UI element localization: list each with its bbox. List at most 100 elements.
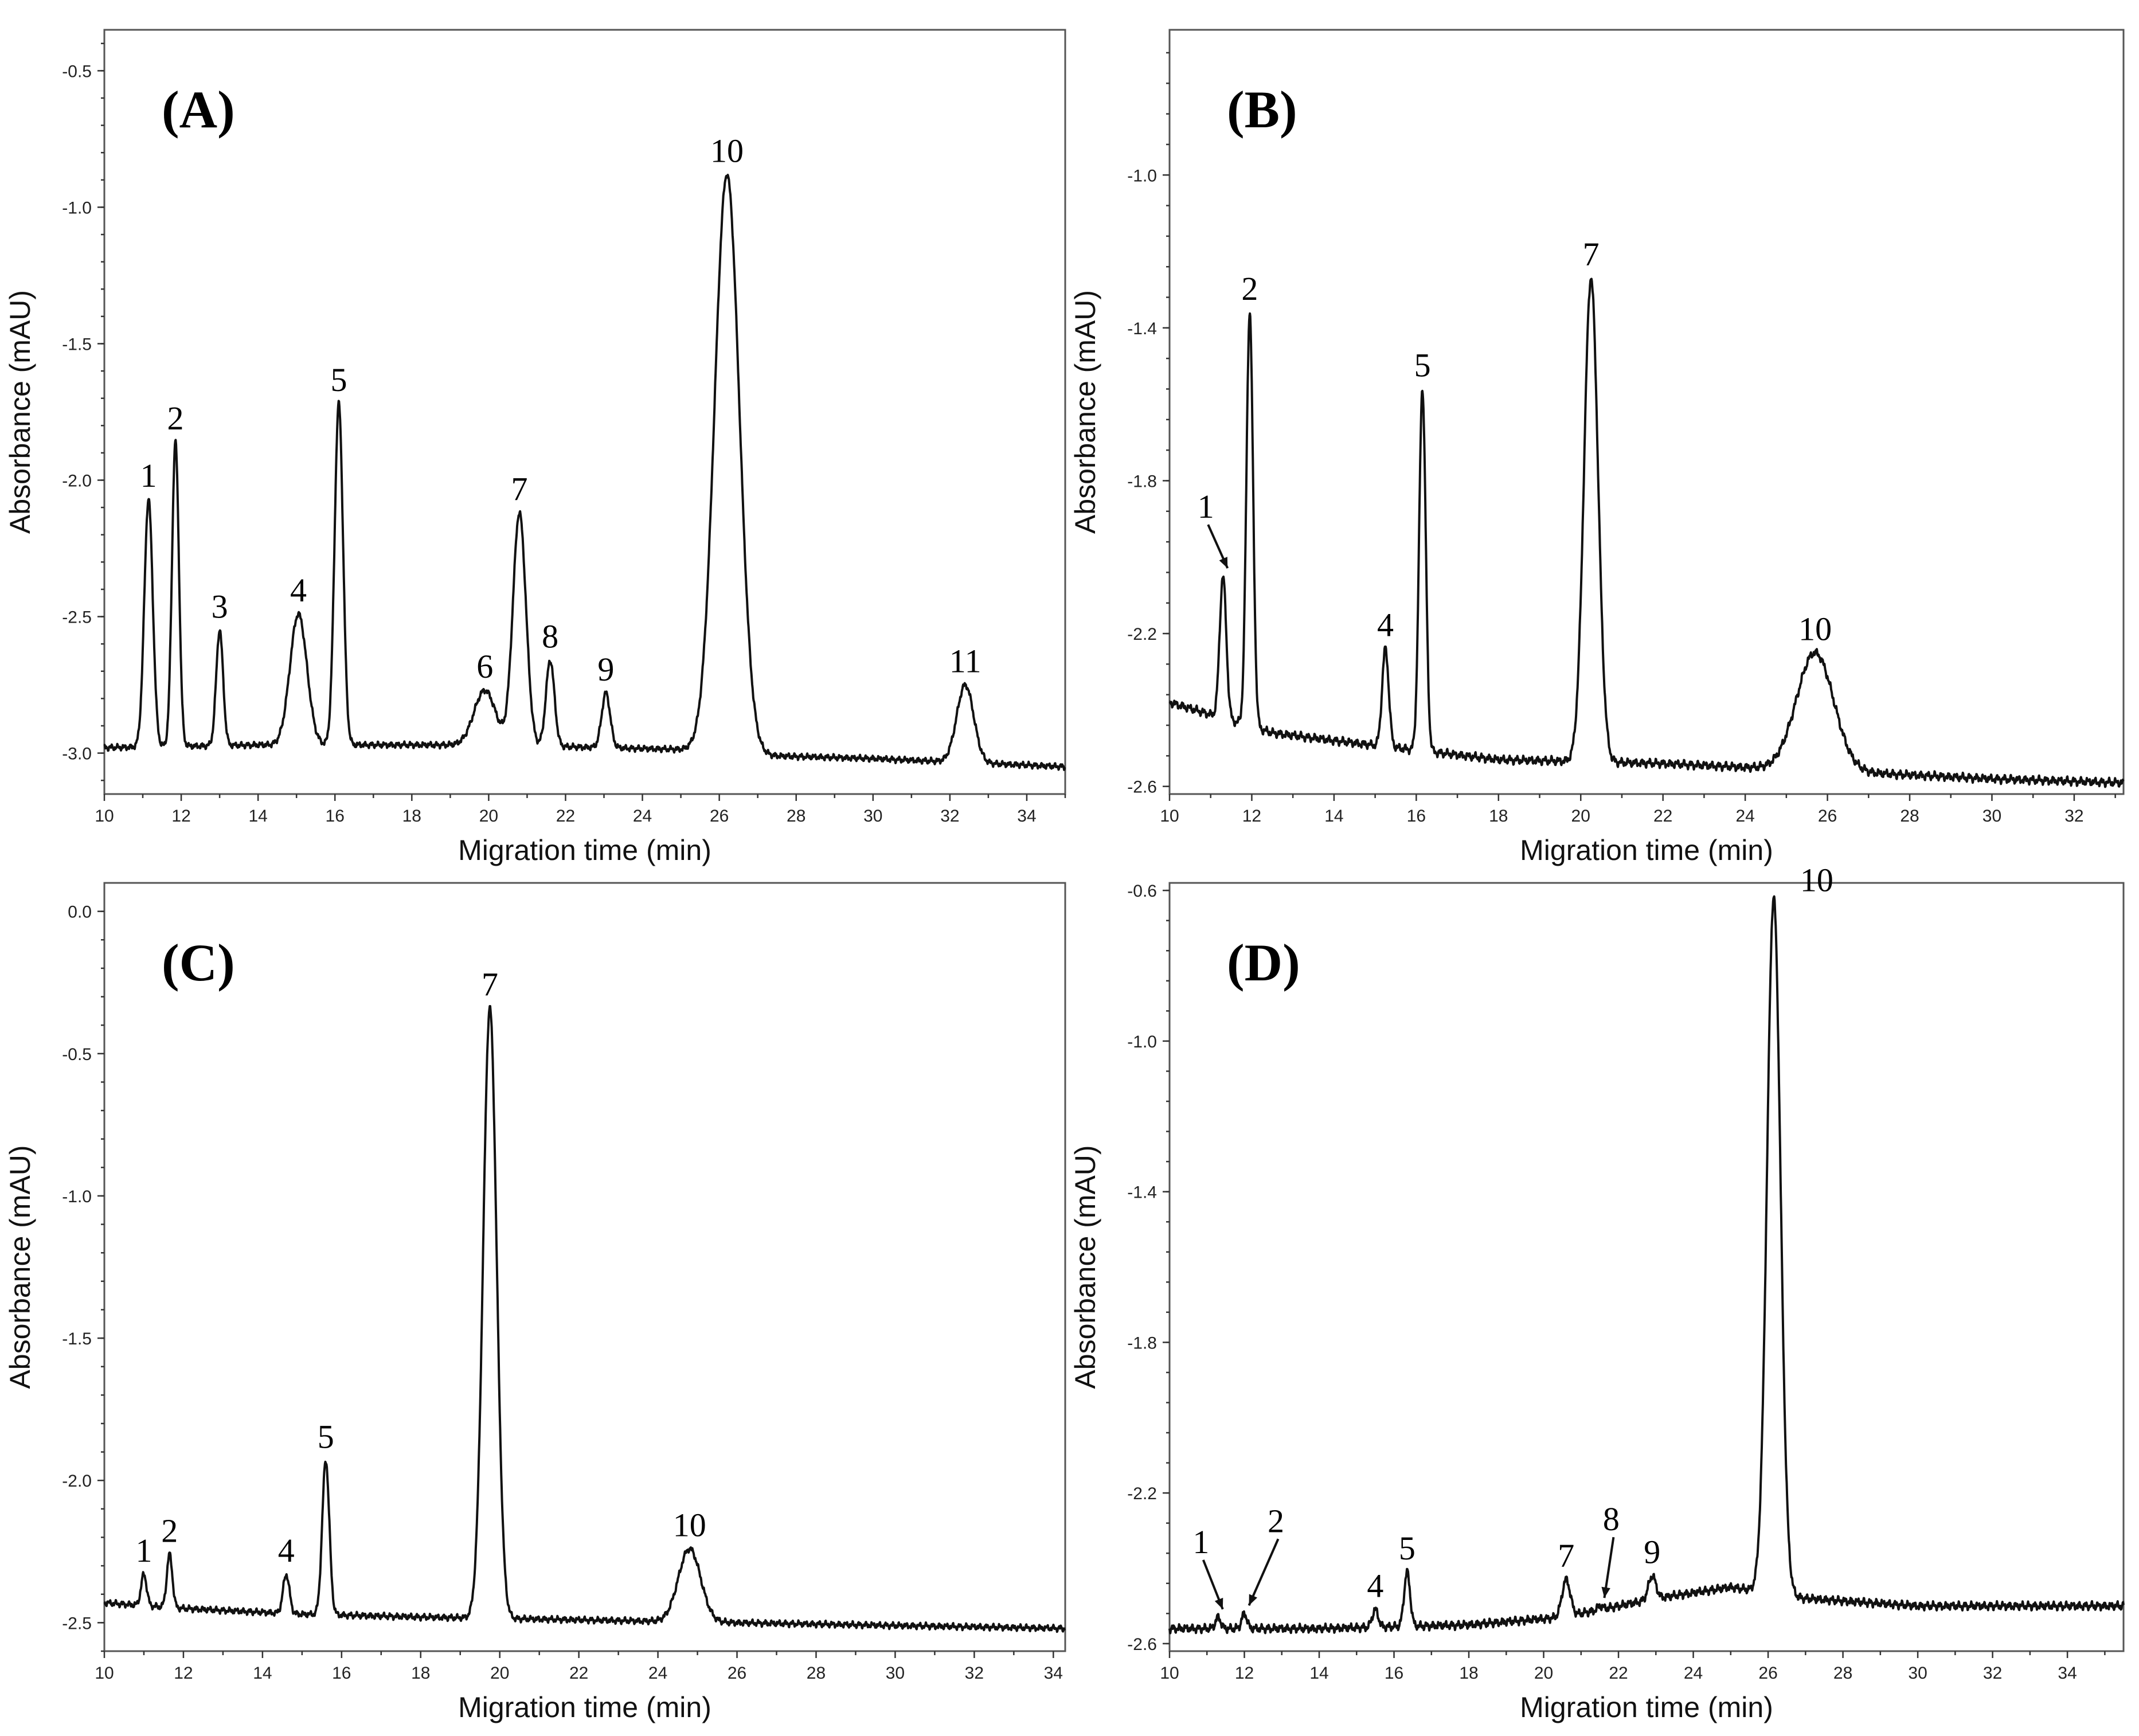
x-tick-label: 22 — [1653, 807, 1672, 826]
y-tick-label: -3.0 — [62, 745, 92, 764]
y-tick-label: -1.0 — [1127, 166, 1157, 185]
x-tick-label: 30 — [886, 1664, 905, 1683]
y-tick-label: -2.5 — [62, 608, 92, 627]
peak-label-1: 1 — [135, 1532, 152, 1569]
x-tick-label: 32 — [1983, 1664, 2002, 1683]
y-tick-label: -1.5 — [62, 1330, 92, 1348]
x-axis-title: Migration time (min) — [458, 834, 711, 866]
peak-label-5: 5 — [318, 1418, 334, 1455]
x-tick-label: 12 — [174, 1664, 193, 1683]
peak-label-8: 8 — [542, 618, 558, 655]
y-tick-label: -0.5 — [62, 62, 92, 81]
x-tick-label: 14 — [1324, 807, 1343, 826]
y-tick-label: 0.0 — [68, 903, 92, 922]
x-tick-label: 28 — [1900, 807, 1919, 826]
x-tick-label: 18 — [1489, 807, 1508, 826]
x-axis-title: Migration time (min) — [1520, 834, 1773, 866]
panel-label: (D) — [1227, 933, 1300, 992]
peak-label-3: 3 — [212, 588, 228, 625]
panel-b: 10 12 14 16 18 20 22 24 26 28 30 32-2.6-2.2-1.8-1.4… — [1069, 29, 2125, 866]
peak-label-5: 5 — [330, 361, 347, 398]
x-tick-label: 24 — [1735, 807, 1754, 826]
arrowhead — [1219, 557, 1228, 569]
electropherogram-trace — [1168, 895, 2125, 1635]
x-tick-label: 34 — [1044, 1664, 1063, 1683]
y-tick-label: -0.6 — [1127, 882, 1157, 901]
peak-label-1: 1 — [140, 457, 157, 494]
y-tick-label: -1.4 — [1127, 1183, 1157, 1202]
peak-label-5: 5 — [1414, 347, 1431, 384]
y-axis-title: Absorbance (mAU) — [4, 290, 36, 534]
x-tick-label: 20 — [1571, 807, 1590, 826]
x-tick-label: 10 — [1160, 1664, 1179, 1683]
y-tick-label: -2.2 — [1127, 625, 1157, 644]
y-axis-title: Absorbance (mAU) — [1069, 290, 1101, 534]
plot-frame — [1168, 29, 2125, 795]
y-tick-label: -2.6 — [1127, 1635, 1157, 1654]
x-tick-label: 12 — [1242, 807, 1261, 826]
peak-label-10: 10 — [710, 132, 744, 169]
x-tick-label: 30 — [1908, 1664, 1927, 1683]
y-tick-label: -1.0 — [62, 1187, 92, 1206]
peak-label-2: 2 — [1268, 1502, 1284, 1539]
x-tick-label: 20 — [479, 807, 498, 826]
x-tick-label: 16 — [1385, 1664, 1403, 1683]
panel-label: (B) — [1227, 80, 1297, 139]
electropherogram-trace — [1168, 277, 2125, 788]
plot-frame — [103, 29, 1066, 795]
x-tick-label: 16 — [326, 807, 345, 826]
plot-frame — [103, 882, 1066, 1652]
arrowhead — [1601, 1586, 1610, 1598]
peak-label-10: 10 — [673, 1506, 706, 1543]
x-tick-label: 30 — [1982, 807, 2001, 826]
y-tick-label: -2.2 — [1127, 1484, 1157, 1503]
arrow-to-peak-2 — [1248, 1538, 1280, 1606]
panel-label: (A) — [162, 80, 235, 139]
peak-label-11: 11 — [949, 643, 981, 680]
x-tick-label: 14 — [1309, 1664, 1328, 1683]
plot-frame — [1168, 882, 2125, 1652]
peak-label-4: 4 — [290, 572, 307, 609]
x-tick-label: 24 — [633, 807, 652, 826]
x-tick-label: 28 — [1833, 1664, 1852, 1683]
x-tick-label: 34 — [2058, 1664, 2077, 1683]
x-tick-label: 22 — [556, 807, 575, 826]
x-tick-label: 16 — [332, 1664, 351, 1683]
peak-label-4: 4 — [278, 1532, 295, 1569]
x-tick-label: 14 — [248, 807, 267, 826]
x-tick-label: 18 — [1459, 1664, 1478, 1683]
peak-label-5: 5 — [1399, 1530, 1415, 1567]
electropherogram-trace — [103, 174, 1066, 771]
y-tick-label: -2.5 — [62, 1614, 92, 1633]
peak-label-8: 8 — [1603, 1500, 1620, 1538]
electropherogram-trace — [103, 1005, 1066, 1633]
peak-label-2: 2 — [167, 400, 184, 437]
y-tick-label: -1.0 — [62, 198, 92, 217]
x-tick-label: 10 — [95, 807, 114, 826]
peak-label-2: 2 — [1241, 270, 1258, 307]
x-axis-title: Migration time (min) — [458, 1691, 711, 1723]
y-tick-label: -0.5 — [62, 1045, 92, 1064]
x-tick-label: 18 — [411, 1664, 430, 1683]
peak-label-4: 4 — [1367, 1567, 1383, 1605]
y-axis-title: Absorbance (mAU) — [1069, 1145, 1101, 1389]
x-axis-title: Migration time (min) — [1520, 1691, 1773, 1723]
peak-label-7: 7 — [1583, 236, 1600, 273]
peak-label-10: 10 — [1798, 610, 1832, 647]
peak-label-2: 2 — [161, 1512, 178, 1549]
peak-label-1: 1 — [1192, 1523, 1209, 1561]
peak-label-4: 4 — [1377, 607, 1394, 644]
x-tick-label: 30 — [863, 807, 882, 826]
x-tick-label: 32 — [965, 1664, 984, 1683]
x-tick-label: 28 — [787, 807, 805, 826]
peak-label-9: 9 — [597, 651, 614, 688]
x-tick-label: 24 — [648, 1664, 667, 1683]
x-tick-label: 12 — [1235, 1664, 1254, 1683]
x-tick-label: 26 — [728, 1664, 746, 1683]
y-tick-label: -1.5 — [62, 335, 92, 354]
x-tick-label: 24 — [1684, 1664, 1703, 1683]
y-tick-label: -1.0 — [1127, 1033, 1157, 1051]
x-tick-label: 26 — [1758, 1664, 1777, 1683]
y-tick-label: -1.4 — [1127, 319, 1157, 338]
peak-label-10: 10 — [1800, 861, 1833, 898]
